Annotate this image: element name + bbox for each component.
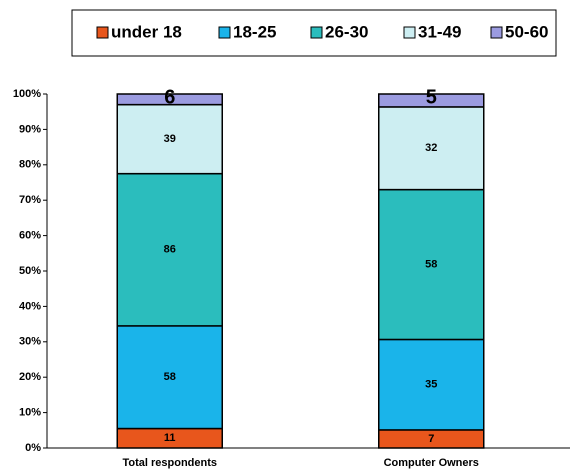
data-label: 32 xyxy=(425,142,437,154)
bar-segment xyxy=(116,325,223,430)
data-label: 58 xyxy=(425,258,437,270)
data-label: 11 xyxy=(164,432,176,444)
y-tick-label: 20% xyxy=(19,371,41,383)
legend-label: under 18 xyxy=(111,22,182,41)
legend-swatch xyxy=(310,26,323,39)
y-tick-label: 100% xyxy=(13,88,41,100)
y-tick-label: 30% xyxy=(19,336,41,348)
y-tick-label: 60% xyxy=(19,230,41,242)
data-label: 86 xyxy=(164,244,176,256)
legend-label: 31-49 xyxy=(418,22,461,41)
bar-segment xyxy=(116,103,223,175)
legend-label: 26-30 xyxy=(325,22,368,41)
bar-segment xyxy=(116,172,223,327)
y-tick-label: 40% xyxy=(19,300,41,312)
y-tick-label: 70% xyxy=(19,194,41,206)
data-label: 39 xyxy=(164,133,176,145)
bar-segment xyxy=(378,338,485,431)
y-tick-label: 80% xyxy=(19,159,41,171)
y-tick-label: 90% xyxy=(19,123,41,135)
legend-swatch xyxy=(218,26,231,39)
legend-swatch xyxy=(403,26,416,39)
legend-swatch xyxy=(96,26,109,39)
legend-label: 18-25 xyxy=(233,22,276,41)
data-label: 35 xyxy=(425,379,437,391)
data-label: 5 xyxy=(426,86,437,108)
y-tick-label: 10% xyxy=(19,407,41,419)
bar-segment xyxy=(116,93,223,106)
bar-segment xyxy=(378,93,485,108)
x-tick-label: Total respondents xyxy=(122,457,217,469)
legend-swatch xyxy=(490,26,503,39)
data-label: 58 xyxy=(164,371,176,383)
x-tick-label: Computer Owners xyxy=(384,457,479,469)
legend-label: 50-60 xyxy=(505,22,548,41)
data-label: 6 xyxy=(164,86,175,108)
y-tick-label: 50% xyxy=(19,265,41,277)
bar-segment xyxy=(378,188,485,341)
data-label: 7 xyxy=(428,433,434,445)
y-tick-label: 0% xyxy=(25,442,41,454)
